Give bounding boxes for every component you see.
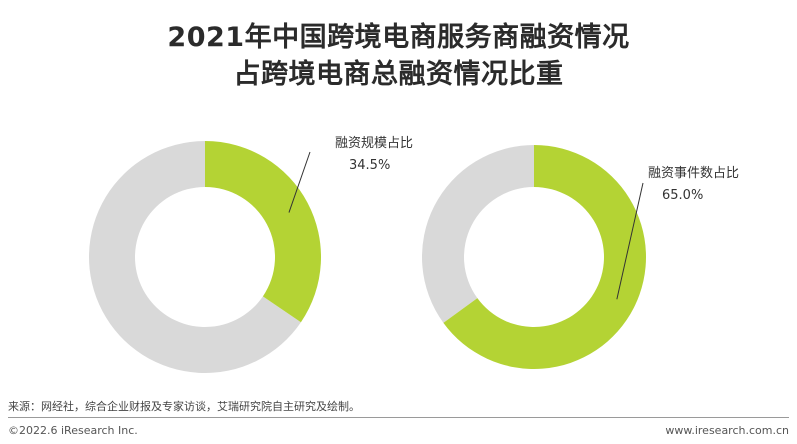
donut-chart-1: 融资规模占比 34.5% bbox=[88, 136, 413, 373]
website-link[interactable]: www.iresearch.com.cn bbox=[665, 424, 789, 437]
donut-value-slice bbox=[205, 141, 321, 323]
donut-value-slice bbox=[443, 145, 646, 370]
leader-line bbox=[616, 182, 644, 300]
donut-chart-2: 融资事件数占比 65.0% bbox=[422, 145, 739, 370]
chart-title-line1: 2021年中国跨境电商服务商融资情况 bbox=[167, 22, 630, 53]
donut-label: 融资规模占比 bbox=[335, 136, 413, 151]
donut-value-label: 65.0% bbox=[662, 188, 703, 203]
donut-remainder-slice bbox=[88, 141, 301, 373]
leader-line bbox=[288, 151, 311, 213]
footer-divider bbox=[8, 417, 789, 418]
donut-label: 融资事件数占比 bbox=[648, 166, 739, 181]
chart-title-line2: 占跨境电商总融资情况比重 bbox=[233, 59, 564, 90]
source-note: 来源：网经社，综合企业财报及专家访谈，艾瑞研究院自主研究及绘制。 bbox=[8, 400, 360, 413]
copyright-text: ©2022.6 iResearch Inc. bbox=[8, 424, 138, 437]
donut-remainder-slice bbox=[422, 145, 534, 323]
donut-value-label: 34.5% bbox=[349, 158, 390, 173]
